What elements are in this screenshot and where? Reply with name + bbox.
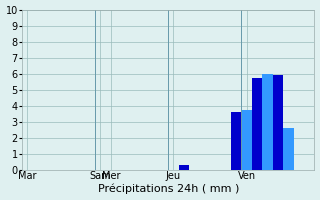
X-axis label: Précipitations 24h ( mm ): Précipitations 24h ( mm )	[98, 184, 239, 194]
Bar	[252, 78, 262, 170]
Bar	[273, 75, 283, 170]
Bar	[262, 74, 273, 170]
Bar	[241, 110, 252, 170]
Bar	[231, 112, 241, 170]
Bar	[283, 128, 293, 170]
Bar	[179, 165, 189, 170]
